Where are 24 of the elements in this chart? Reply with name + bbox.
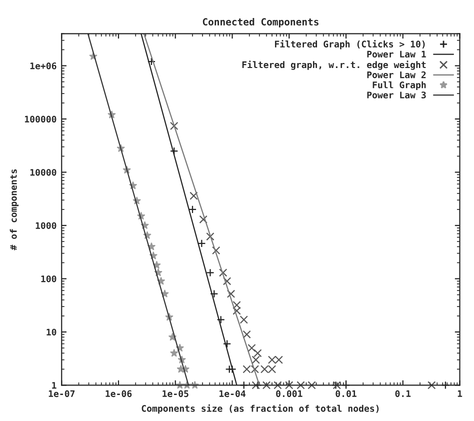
x-tick-label: 1e-04 [220,390,246,398]
legend-label: Power Law 3 [367,92,426,98]
y-tick-label: 1000 [36,222,56,230]
legend-label: Full Graph [372,81,426,90]
x-tick-label: 1e-06 [106,390,132,398]
x-tick-label: 0.01 [336,390,356,398]
y-tick-label: 1 [52,382,56,389]
chart-title: Connected Components [202,18,318,28]
x-tick-label: 0.001 [276,390,302,398]
y-tick-label: 10000 [30,168,56,176]
legend-label: Power Law 2 [367,71,426,78]
legend-label: Power Law 1 [367,50,426,58]
y-tick-label: 1e+06 [30,62,56,70]
y-tick-label: 100 [41,275,56,282]
x-tick-label: 1e-07 [48,390,75,398]
x-tick-label: 1e-05 [162,390,188,398]
x-tick-label: 0.1 [395,390,411,398]
y-tick-label: 100000 [24,116,56,123]
y-axis-title: # of components [10,169,19,250]
x-tick-label: 1 [458,390,462,397]
y-tick-label: 10 [46,328,56,336]
legend-label: Filtered Graph (Clicks > 10) [275,40,425,50]
x-axis-title: Components size (as fraction of total nodes) [142,404,379,414]
legend-label: Filtered graph, w.r.t. edge weight [242,60,426,70]
